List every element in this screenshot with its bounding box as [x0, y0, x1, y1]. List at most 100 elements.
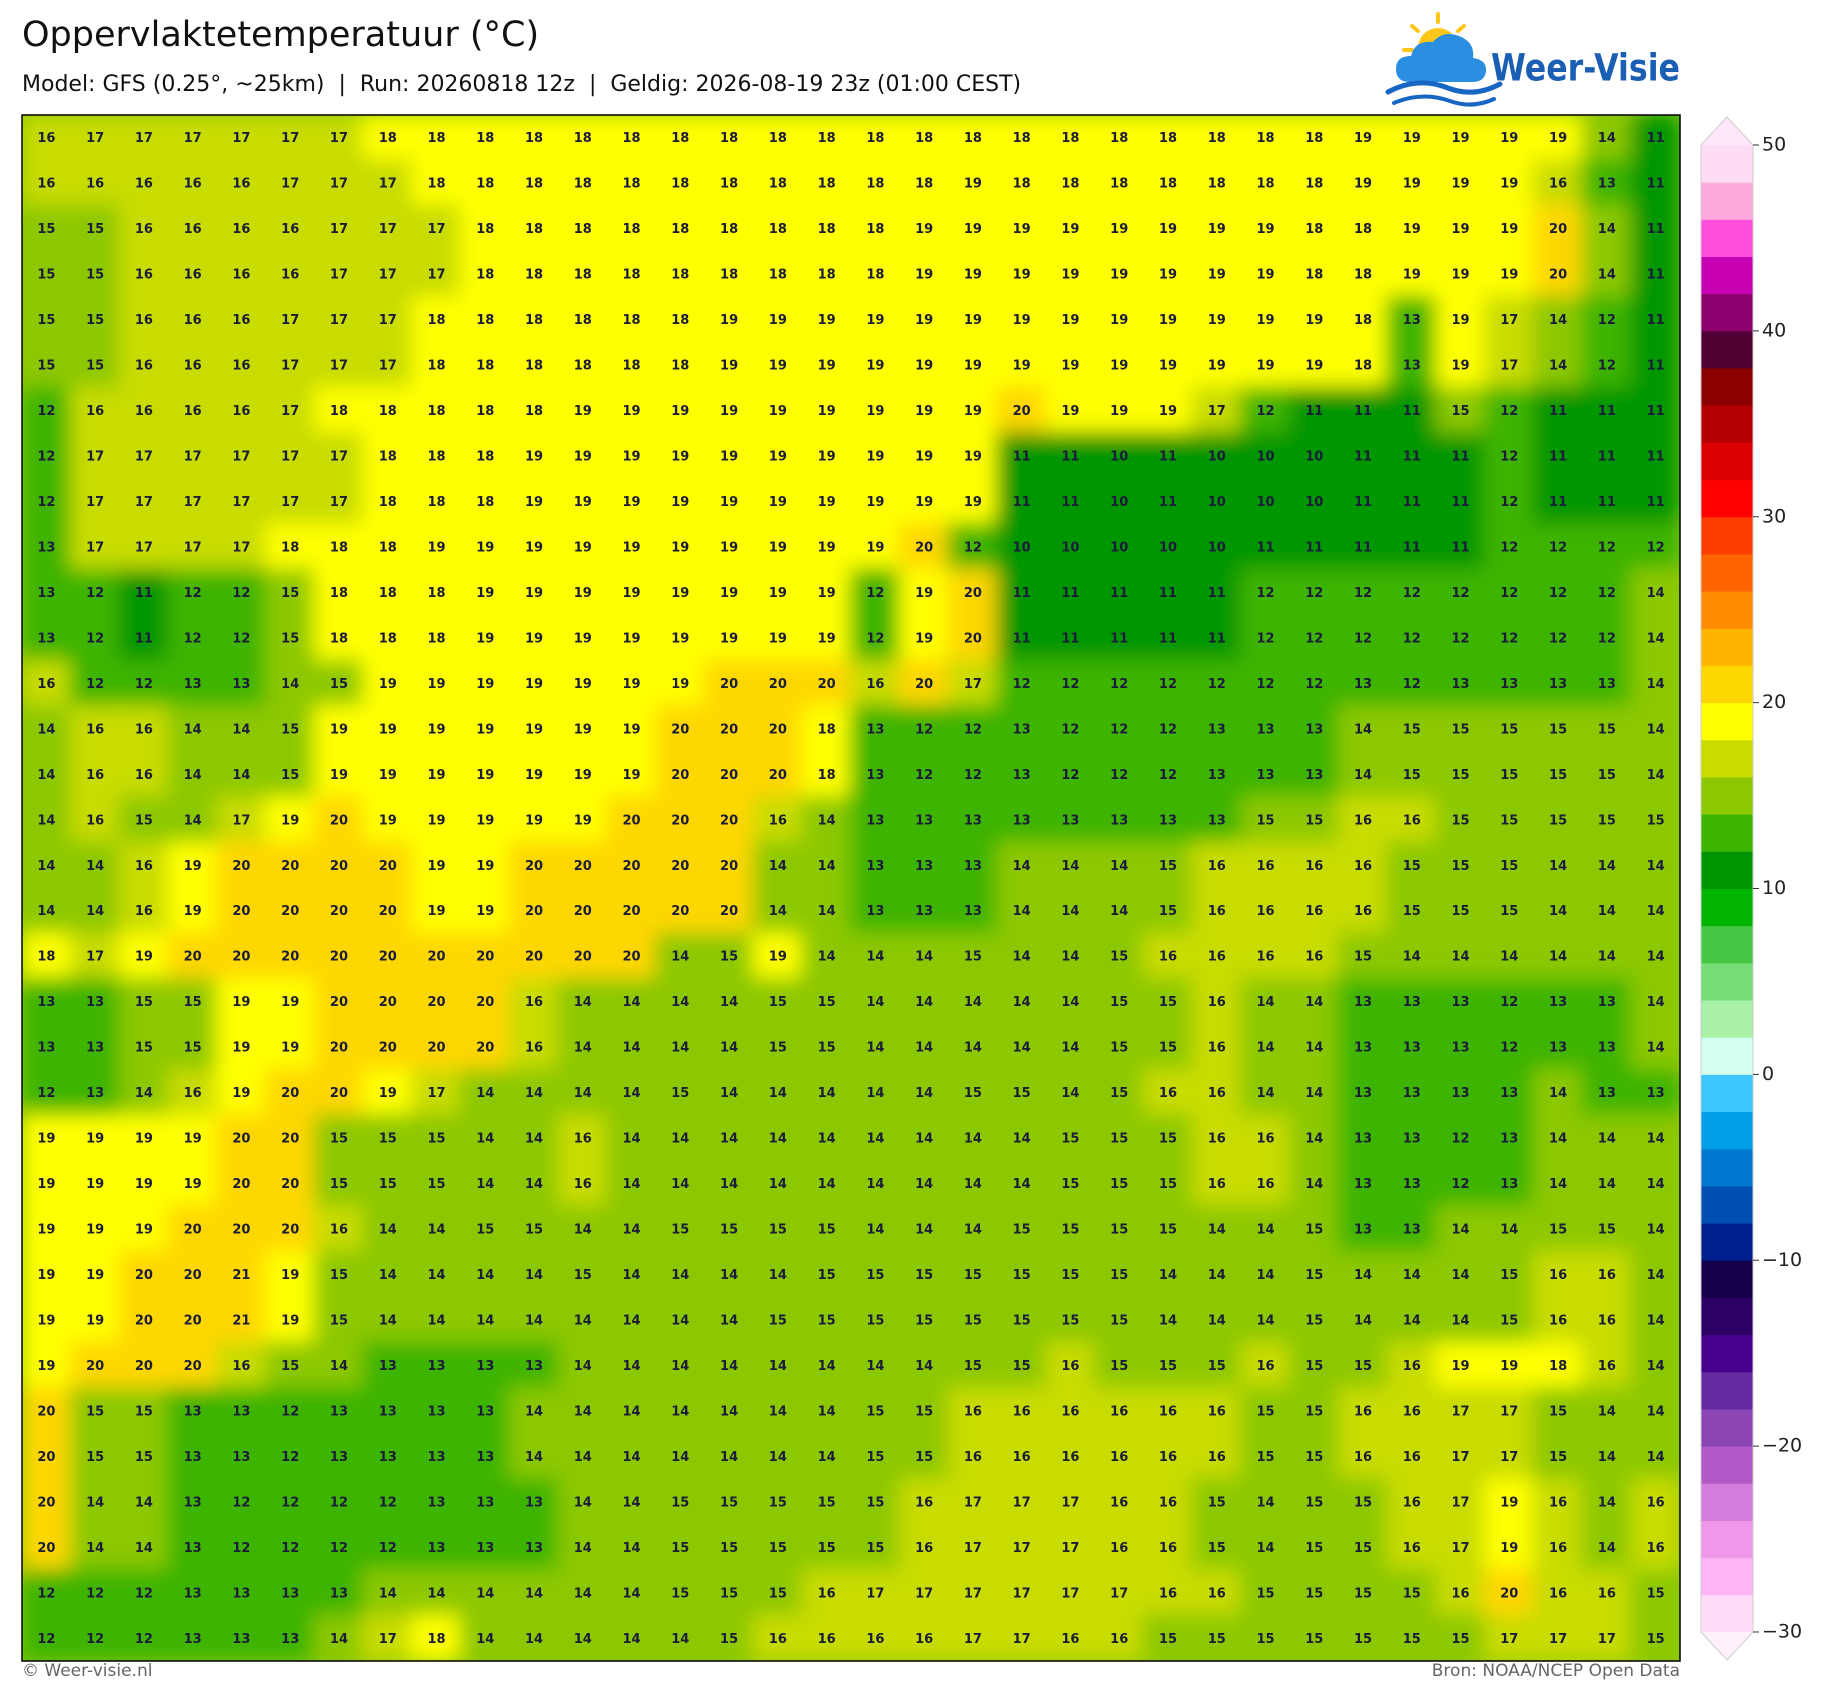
temperature-cell [1532, 1023, 1584, 1071]
temperature-cell [1532, 614, 1584, 662]
temperature-label: 18 [671, 131, 689, 146]
temperature-cell [898, 887, 950, 935]
colorbar-band [1701, 665, 1753, 704]
colorbar-band [1701, 1483, 1753, 1521]
temperature-label: 15 [1598, 722, 1616, 737]
temperature-cell [1142, 614, 1194, 662]
temperature-label: 15 [330, 1132, 348, 1147]
temperature-label: 20 [184, 950, 202, 965]
temperature-cell [362, 1387, 414, 1435]
temperature-cell [898, 295, 950, 344]
temperature-cell [22, 432, 72, 480]
temperature-label: 13 [37, 1041, 55, 1056]
temperature-cell [313, 1478, 365, 1526]
temperature-label: 19 [574, 768, 592, 783]
temperature-label: 19 [184, 859, 202, 874]
temperature-cell [69, 977, 121, 1026]
temperature-label: 12 [330, 1495, 348, 1510]
temperature-label: 11 [1549, 450, 1567, 465]
temperature-label: 19 [1403, 222, 1421, 237]
temperature-cell [118, 115, 170, 162]
temperature-cell [1581, 614, 1633, 662]
temperature-label: 18 [574, 359, 592, 374]
temperature-label: 14 [1061, 995, 1079, 1010]
temperature-label: 19 [184, 1132, 202, 1147]
temperature-label: 20 [86, 1359, 104, 1374]
temperature-cell [606, 386, 657, 435]
temperature-label: 16 [1208, 1132, 1226, 1147]
temperature-cell [1532, 250, 1584, 298]
temperature-label: 13 [1013, 722, 1031, 737]
temperature-label: 14 [623, 1450, 641, 1465]
temperature-cell [703, 1205, 755, 1253]
temperature-label: 14 [281, 677, 299, 692]
temperature-label: 12 [86, 586, 104, 601]
temperature-cell [264, 295, 316, 344]
temperature-label: 10 [1159, 540, 1177, 555]
temperature-label: 19 [427, 904, 445, 919]
temperature-label: 16 [1305, 950, 1323, 965]
temperature-cell [69, 796, 121, 844]
temperature-label: 19 [623, 631, 641, 646]
temperature-label: 18 [525, 268, 543, 283]
temperature-cell [1093, 841, 1145, 889]
temperature-cell [313, 1432, 365, 1481]
temperature-cell [1288, 750, 1340, 799]
temperature-cell [1386, 1569, 1438, 1617]
colorbar-tick-label: 0 [1762, 1063, 1774, 1085]
temperature-label: 14 [574, 1495, 592, 1510]
temperature-label: 20 [1549, 222, 1567, 237]
temperature-label: 19 [1159, 404, 1177, 419]
colorbar-tick-label: −10 [1762, 1249, 1802, 1271]
temperature-label: 18 [574, 313, 592, 328]
temperature-cell [1191, 341, 1243, 389]
temperature-cell [1093, 115, 1145, 162]
temperature-label: 16 [1598, 1313, 1616, 1328]
temperature-cell [1581, 1341, 1633, 1390]
temperature-cell [216, 250, 267, 298]
temperature-cell [606, 432, 657, 480]
temperature-cell [654, 1523, 706, 1572]
temperature-cell [898, 523, 950, 571]
temperature-cell [1045, 1432, 1096, 1481]
temperature-label: 20 [623, 859, 641, 874]
temperature-label: 17 [281, 177, 299, 192]
temperature-label: 16 [1549, 1541, 1567, 1556]
temperature-label: 19 [720, 631, 738, 646]
temperature-cell [606, 887, 657, 935]
temperature-label: 15 [1013, 1313, 1031, 1328]
temperature-cell [1532, 1387, 1584, 1435]
temperature-label: 15 [769, 1541, 787, 1556]
temperature-label: 14 [1549, 359, 1567, 374]
temperature-label: 20 [720, 904, 738, 919]
temperature-label: 14 [1647, 1404, 1665, 1419]
temperature-cell [996, 932, 1048, 980]
temperature-label: 19 [671, 631, 689, 646]
temperature-cell [654, 796, 706, 844]
temperature-label: 15 [135, 995, 153, 1010]
temperature-cell [898, 1478, 950, 1526]
temperature-label: 19 [623, 450, 641, 465]
temperature-cell [1288, 1614, 1340, 1661]
temperature-cell [703, 159, 755, 207]
temperature-cell [313, 1387, 365, 1435]
temperature-cell [264, 705, 316, 753]
temperature-cell [1435, 295, 1486, 344]
temperature-label: 15 [1159, 859, 1177, 874]
temperature-label: 19 [623, 677, 641, 692]
temperature-cell [1240, 477, 1291, 526]
temperature-label: 16 [135, 268, 153, 283]
temperature-label: 13 [1403, 313, 1421, 328]
temperature-label: 19 [476, 768, 494, 783]
temperature-label: 19 [1256, 359, 1274, 374]
temperature-cell [1093, 1569, 1145, 1617]
temperature-cell [1045, 204, 1096, 253]
temperature-label: 17 [379, 177, 397, 192]
temperature-label: 12 [232, 1495, 250, 1510]
temperature-label: 14 [1256, 1086, 1274, 1101]
temperature-label: 16 [1354, 904, 1372, 919]
temperature-label: 19 [915, 313, 933, 328]
temperature-cell [1630, 250, 1680, 298]
temperature-cell [1240, 750, 1291, 799]
temperature-label: 19 [1354, 131, 1372, 146]
